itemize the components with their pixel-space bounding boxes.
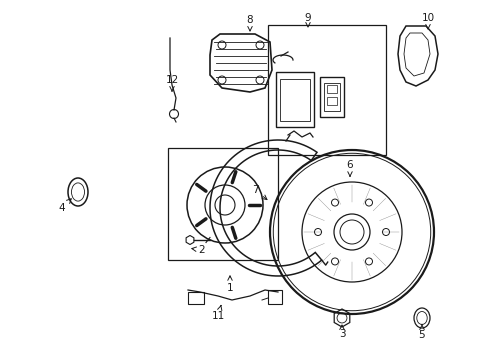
Circle shape xyxy=(365,199,372,206)
Bar xyxy=(319,77,343,117)
Bar xyxy=(280,79,309,121)
Bar xyxy=(275,72,313,127)
Bar xyxy=(324,83,339,111)
Text: 6: 6 xyxy=(346,160,353,176)
Text: 5: 5 xyxy=(418,324,425,340)
Text: 3: 3 xyxy=(338,325,345,339)
Circle shape xyxy=(382,229,389,235)
Circle shape xyxy=(331,199,338,206)
Circle shape xyxy=(331,258,338,265)
Text: 12: 12 xyxy=(165,75,178,91)
Bar xyxy=(267,25,385,155)
Text: 9: 9 xyxy=(304,13,311,27)
Circle shape xyxy=(314,229,321,235)
Bar xyxy=(326,97,336,105)
Text: 8: 8 xyxy=(246,15,253,31)
Bar xyxy=(187,292,203,304)
Text: 10: 10 xyxy=(421,13,434,29)
Circle shape xyxy=(365,258,372,265)
Bar xyxy=(326,85,336,93)
Text: 7: 7 xyxy=(251,185,266,199)
Text: 4: 4 xyxy=(59,199,71,213)
Text: 1: 1 xyxy=(226,276,233,293)
Text: 11: 11 xyxy=(211,305,224,321)
Bar xyxy=(267,290,282,304)
Text: 2: 2 xyxy=(191,245,205,255)
Bar xyxy=(168,148,278,260)
